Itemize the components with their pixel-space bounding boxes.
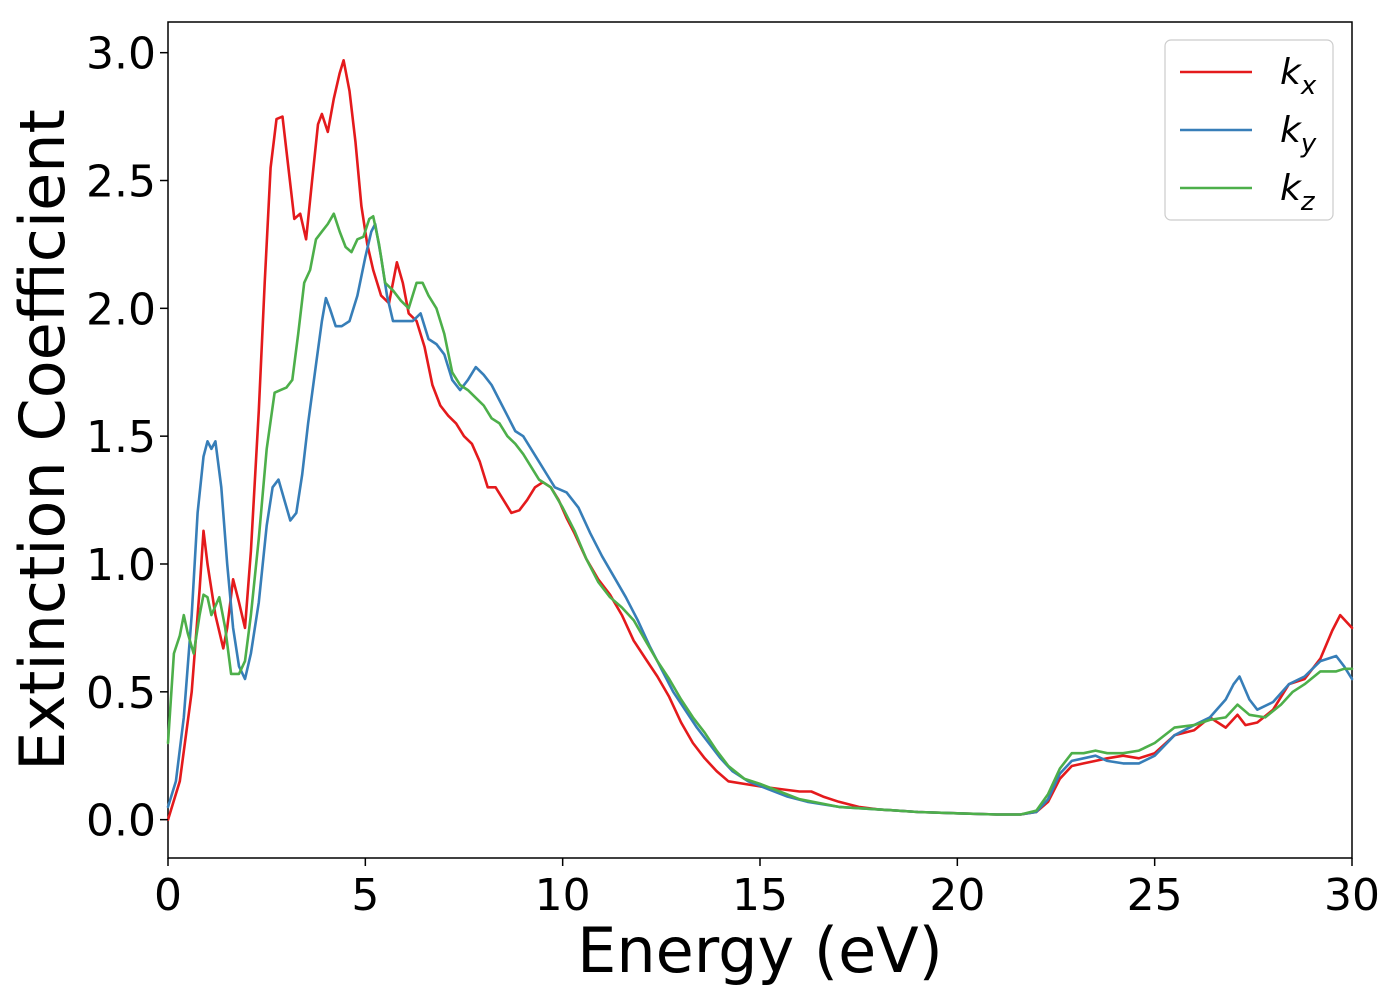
y-tick-label: 2.0 — [86, 284, 156, 335]
series-line-kx — [166, 59, 1354, 821]
legend-label-ky: ky — [1280, 110, 1317, 159]
x-tick-label: 0 — [154, 870, 182, 921]
x-tick-label: 15 — [732, 870, 788, 921]
x-tick-label: 5 — [351, 870, 379, 921]
y-tick-label: 1.0 — [86, 540, 156, 591]
y-tick-label: 3.0 — [86, 29, 156, 80]
y-tick-label: 1.5 — [86, 412, 156, 463]
legend-label-kx: kx — [1280, 52, 1317, 101]
legend-label-subscript: x — [1300, 71, 1317, 101]
legend-label-main: k — [1280, 52, 1303, 93]
x-tick-label: 10 — [535, 870, 591, 921]
legend-label-kz: kz — [1280, 168, 1316, 217]
plot-area: 0 5 10 15 20 25 30 0.0 0.5 1.0 1.5 2.0 2.5 3.0 — [86, 21, 1380, 921]
x-tick-label: 20 — [929, 870, 985, 921]
series-layer — [166, 59, 1354, 821]
y-axis-title: Extinction Coefficient — [6, 109, 79, 771]
legend-label-main: k — [1280, 168, 1303, 209]
series-line-ky — [166, 222, 1354, 816]
series-line-kz — [166, 212, 1354, 816]
x-axis-title: Energy (eV) — [577, 914, 943, 987]
legend-label-main: k — [1280, 110, 1303, 151]
x-tick-label: 30 — [1324, 870, 1380, 921]
y-tick-label: 2.5 — [86, 157, 156, 208]
y-tick-label: 0.5 — [86, 668, 156, 719]
x-tick-label: 25 — [1127, 870, 1183, 921]
y-axis-ticks: 0.0 0.5 1.0 1.5 2.0 2.5 3.0 — [86, 29, 168, 847]
x-axis-ticks: 0 5 10 15 20 25 30 — [154, 858, 1380, 921]
y-tick-label: 0.0 — [86, 796, 156, 847]
legend-label-subscript: z — [1300, 187, 1316, 217]
legend-label-subscript: y — [1300, 129, 1317, 159]
